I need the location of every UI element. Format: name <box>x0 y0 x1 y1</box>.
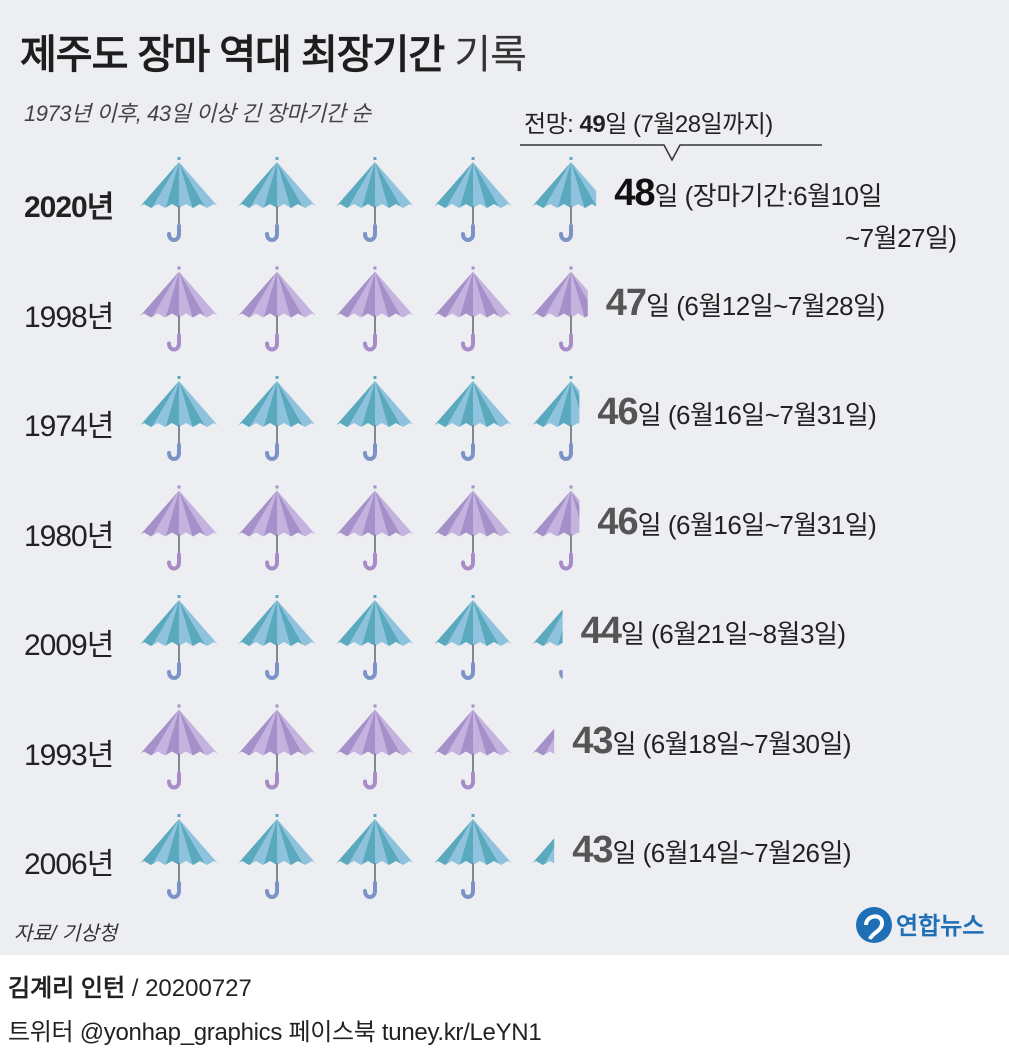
yonhap-logo: 연합뉴스 <box>854 903 996 947</box>
umbrella-icon-r0-4 <box>529 157 597 242</box>
duration-label: 48일 (장마기간:6월10일 <box>614 172 882 215</box>
umbrella-icon-r0-2 <box>333 157 417 242</box>
forecast-prefix: 전망: <box>524 111 580 138</box>
umbrella-icon-r2-2 <box>333 376 417 461</box>
period-label: (6월18일~7월30일) <box>642 728 852 759</box>
forecast-suffix: 일 (7월28일까지) <box>605 111 773 138</box>
umbrella-icon-r6-4 <box>529 819 555 865</box>
umbrella-icon-r0-1 <box>235 157 319 242</box>
period-label: (장마기간:6월10일 <box>684 181 883 211</box>
umbrella-icon-r6-2 <box>333 814 417 899</box>
umbrella-icon-r4-0 <box>137 595 221 680</box>
umbrella-icon-r6-0 <box>137 814 221 899</box>
umbrella-icon-r4-2 <box>333 595 417 680</box>
umbrella-icon-r4-3 <box>431 595 515 680</box>
umbrella-icon-r2-3 <box>431 376 515 461</box>
year-label: 1974년 <box>24 410 114 443</box>
duration-label: 46일 (6월16일~7월31일) <box>597 501 876 544</box>
umbrella-icon-r3-3 <box>431 485 515 571</box>
credit-line: 김계리 인턴 / 20200727 <box>8 968 252 1003</box>
year-label: 2006년 <box>24 848 114 881</box>
umbrella-icon-r3-2 <box>333 485 417 571</box>
credit-date: / 20200727 <box>125 975 252 1002</box>
umbrella-icon-r1-2 <box>333 266 417 352</box>
umbrella-icon-r6-3 <box>431 814 515 899</box>
umbrella-icon-r5-2 <box>333 704 417 790</box>
forecast-days: 49 <box>579 111 606 138</box>
forecast-bracket <box>520 144 822 162</box>
duration-value: 48 <box>614 172 655 214</box>
year-label: 2020년 <box>24 191 114 224</box>
year-label: 2009년 <box>24 629 114 662</box>
umbrella-icon-r6-1 <box>235 814 319 899</box>
year-label: 1993년 <box>24 738 114 772</box>
period-label: (6월16일~7월31일) <box>667 400 877 430</box>
duration-label: 44일 (6월21일~8월3일) <box>581 610 846 653</box>
umbrella-icon-r2-0 <box>137 376 221 461</box>
duration-label: 47일 (6월12일~7월28일) <box>606 282 885 325</box>
yonhap-logo-text: 연합뉴스 <box>896 913 984 940</box>
credit-name: 김계리 인턴 <box>8 975 126 1002</box>
duration-value: 43 <box>572 829 613 871</box>
duration-unit: 일 <box>637 400 668 430</box>
duration-label: 46일 (6월16일~7월31일) <box>597 391 876 434</box>
umbrella-icon-r5-4 <box>529 709 555 756</box>
umbrella-icon-r5-1 <box>235 704 319 790</box>
umbrella-icon-r2-1 <box>235 376 319 461</box>
duration-unit: 일 <box>612 838 643 868</box>
duration-value: 44 <box>580 610 622 652</box>
forecast-label: 전망: 49일 (7월28일까지) <box>524 104 773 139</box>
subtitle: 1973년 이후, 43일 이상 긴 장마기간 순 <box>24 101 371 126</box>
umbrella-icon-r1-1 <box>235 266 319 352</box>
umbrella-icon-r4-4 <box>529 600 563 679</box>
period-label: (6월12일~7월28일) <box>676 290 885 321</box>
duration-value: 43 <box>572 719 613 762</box>
umbrella-icon-r5-0 <box>137 704 221 790</box>
umbrella-icon-r1-0 <box>137 266 221 352</box>
umbrella-icon-r3-0 <box>137 485 221 571</box>
duration-value: 47 <box>605 281 647 324</box>
period-label: (6월21일~8월3일) <box>651 619 846 649</box>
period-label: (6월14일~7월26일) <box>642 838 852 868</box>
duration-unit: 일 <box>612 728 643 759</box>
duration-unit: 일 <box>646 290 677 321</box>
yonhap-logo-mark: 연합뉴스 <box>856 907 984 943</box>
umbrella-chart <box>137 144 822 899</box>
duration-value: 46 <box>597 500 638 543</box>
umbrella-icon-r2-4 <box>529 376 580 461</box>
duration-unit: 일 <box>654 181 685 211</box>
page-title: 제주도 장마 역대 최장기간 기록 <box>20 22 527 80</box>
duration-value: 46 <box>597 391 638 433</box>
umbrella-icon-r3-1 <box>235 485 319 571</box>
sns-line: 트위터 @yonhap_graphics 페이스북 tuney.kr/LeYN1 <box>8 1019 542 1046</box>
infographic-panel <box>0 0 1009 955</box>
umbrella-icon-r1-3 <box>431 266 515 352</box>
umbrella-icon-r1-4 <box>529 266 588 352</box>
duration-label: 43일 (6월14일~7월26일) <box>572 829 851 872</box>
duration-label: 43일 (6월18일~7월30일) <box>572 720 851 763</box>
umbrella-icon-r3-4 <box>529 485 580 571</box>
year-label: 1980년 <box>24 519 114 553</box>
umbrella-icon-r5-3 <box>431 704 515 790</box>
title-normal: 기록 <box>454 33 527 77</box>
umbrella-icon-r4-1 <box>235 595 319 680</box>
umbrella-icon-r0-0 <box>137 157 221 242</box>
duration-unit: 일 <box>637 509 668 540</box>
period-label-line2: ~7월27일) <box>845 223 957 253</box>
year-label: 1998년 <box>24 300 114 334</box>
title-bold: 제주도 장마 역대 최장기간 <box>20 33 445 77</box>
duration-unit: 일 <box>620 619 652 649</box>
source-note: 자료/ 기상청 <box>14 923 118 945</box>
period-label: (6월16일~7월31일) <box>667 509 877 540</box>
umbrella-icon-r0-3 <box>431 157 515 242</box>
